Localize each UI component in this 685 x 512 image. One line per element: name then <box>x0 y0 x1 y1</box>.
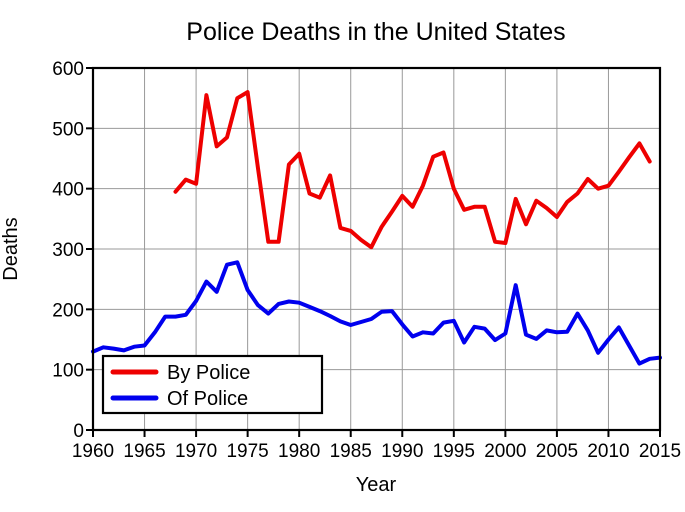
x-tick-label: 1975 <box>226 441 268 462</box>
y-tick-label: 200 <box>52 300 84 321</box>
x-tick-label: 1965 <box>123 441 165 462</box>
x-tick-label: 2015 <box>639 441 681 462</box>
legend-by-police-label: By Police <box>167 362 250 384</box>
x-tick-label: 1970 <box>175 441 217 462</box>
y-tick-label: 100 <box>52 361 84 382</box>
y-tick-label: 0 <box>73 421 84 442</box>
legend-box <box>101 354 324 415</box>
x-tick-label: 1990 <box>381 441 423 462</box>
x-tick-label: 1960 <box>72 441 114 462</box>
chart-title: Police Deaths in the United States <box>186 18 565 46</box>
tick-layer: 1960 1965 1970 1975 1980 1985 1990 1995 2000 2005… <box>52 59 681 462</box>
of-police-line <box>91 260 662 366</box>
y-tick-label: 500 <box>52 119 84 140</box>
by-police-line <box>173 90 652 250</box>
x-tick-label: 2010 <box>587 441 629 462</box>
x-axis-label: Year <box>356 474 397 496</box>
legend-of-police-label: Of Police <box>167 388 248 410</box>
legend: By Police Of Police <box>101 354 324 415</box>
x-tick-label: 1980 <box>278 441 320 462</box>
y-tick-label: 400 <box>52 180 84 201</box>
x-tick-label: 2000 <box>484 441 526 462</box>
x-tick-label: 1985 <box>330 441 372 462</box>
y-tick-label: 600 <box>52 59 84 80</box>
series-layer <box>91 90 662 366</box>
y-tick-label: 300 <box>52 240 84 261</box>
y-axis-label: Deaths <box>0 217 22 280</box>
x-tick-label: 2005 <box>536 441 578 462</box>
x-tick-label: 1995 <box>433 441 475 462</box>
